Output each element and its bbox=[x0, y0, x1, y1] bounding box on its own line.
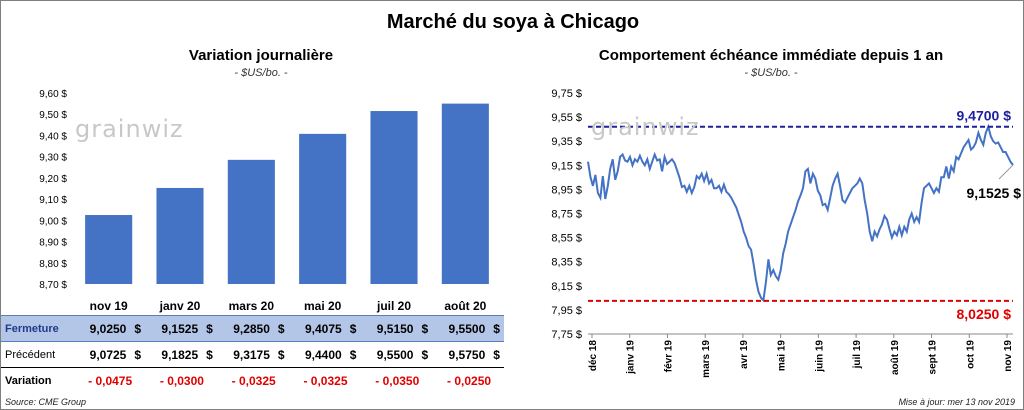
table-row-precedent: Précédent 9,0725 $ 9,1825 $ 9,3175 $ 9,4400… bbox=[1, 341, 504, 368]
bar bbox=[85, 215, 133, 284]
last-value-label: 9,1525 $ bbox=[967, 185, 1022, 201]
y-tick-label: 7,95 $ bbox=[551, 305, 582, 317]
x-tick-label: févr 19 bbox=[663, 340, 674, 373]
y-tick-label: 9,75 $ bbox=[551, 88, 582, 100]
y-tick-label: 9,40 $ bbox=[39, 131, 67, 142]
grainwiz-logo-left: grainwiz bbox=[75, 115, 184, 143]
x-tick-label: mars 20 bbox=[229, 299, 275, 313]
x-tick-label: août 20 bbox=[444, 299, 486, 313]
main-title: Marché du soya à Chicago bbox=[386, 11, 640, 33]
x-tick-label: avr 19 bbox=[739, 340, 750, 369]
y-tick-label: 9,35 $ bbox=[551, 136, 582, 148]
x-tick-label: oct 19 bbox=[965, 340, 976, 369]
x-tick-label: déc 18 bbox=[588, 340, 599, 372]
table-row-variation: Variation - 0,0475 - 0,0300 - 0,0325 - 0… bbox=[1, 367, 504, 394]
x-tick-label: mars 19 bbox=[701, 340, 712, 378]
high-label: 9,4700 $ bbox=[957, 108, 1012, 124]
right-line-chart: 7,75 $ 7,95 $ 8,15 $ 8,35 $ 8,55 $ 8,75 $ 8,95… bbox=[551, 88, 1022, 378]
last-value-leader bbox=[998, 164, 1014, 180]
y-tick-label: 8,70 $ bbox=[39, 280, 67, 291]
y-tick-label: 8,80 $ bbox=[39, 259, 67, 270]
y-tick-label: 9,50 $ bbox=[39, 110, 67, 121]
table-row-fermeture: Fermeture 9,0250 $ 9,1525 $ 9,2850 $ 9,4075… bbox=[1, 315, 504, 342]
y-tick-label: 8,15 $ bbox=[551, 281, 582, 293]
x-tick-label: août 19 bbox=[890, 340, 901, 375]
left-bar-chart: 8,70 $ 8,80 $ 8,90 $ 9,00 $ 9,10 $ 9,20 $ 9,30… bbox=[39, 89, 489, 313]
bar bbox=[370, 111, 418, 285]
low-label: 8,0250 $ bbox=[957, 306, 1012, 322]
grainwiz-logo-right: grainwiz bbox=[591, 113, 700, 141]
source-note: Source: CME Group bbox=[5, 397, 87, 407]
y-tick-label: 9,60 $ bbox=[39, 89, 67, 100]
y-tick-label: 8,35 $ bbox=[551, 257, 582, 269]
x-tick-label: mai 19 bbox=[777, 340, 788, 372]
x-tick-label: juil 19 bbox=[852, 340, 863, 370]
x-tick-label: janv 19 bbox=[626, 340, 637, 375]
x-tick-label: mai 20 bbox=[304, 299, 342, 313]
y-tick-label: 8,55 $ bbox=[551, 233, 582, 245]
left-chart-units: - $US/bo. - bbox=[234, 67, 288, 79]
y-tick-label: 9,15 $ bbox=[551, 160, 582, 172]
y-tick-label: 7,75 $ bbox=[551, 329, 582, 341]
x-tick-label: juin 19 bbox=[814, 340, 825, 373]
y-tick-label: 9,55 $ bbox=[551, 112, 582, 124]
bar bbox=[441, 103, 489, 284]
row-label: Fermeture bbox=[1, 315, 74, 342]
y-tick-label: 9,00 $ bbox=[39, 216, 67, 227]
row-label: Variation bbox=[5, 374, 52, 387]
update-note: Mise à jour: mer 13 nov 2019 bbox=[898, 397, 1015, 407]
y-tick-label: 8,90 $ bbox=[39, 238, 67, 249]
bar bbox=[156, 187, 204, 284]
y-tick-label: 8,95 $ bbox=[551, 184, 582, 196]
left-chart-title: Variation journalière bbox=[188, 47, 334, 64]
x-tick-label: janv 20 bbox=[159, 299, 201, 313]
y-tick-label: 9,10 $ bbox=[39, 195, 67, 206]
x-tick-label: sept 19 bbox=[928, 340, 939, 375]
x-tick-label: nov 19 bbox=[90, 299, 128, 313]
right-chart-units: - $US/bo. - bbox=[744, 67, 798, 79]
y-tick-label: 8,75 $ bbox=[551, 209, 582, 221]
x-tick-label: nov 19 bbox=[1003, 340, 1014, 372]
price-line bbox=[587, 123, 1014, 303]
right-chart-title: Comportement échéance immédiate depuis 1… bbox=[598, 47, 944, 64]
x-tick-label: juil 20 bbox=[376, 299, 411, 313]
row-label: Précédent bbox=[1, 341, 74, 368]
bar bbox=[227, 159, 275, 284]
y-tick-label: 9,30 $ bbox=[39, 153, 67, 164]
y-tick-label: 9,20 $ bbox=[39, 174, 67, 185]
price-table: Fermeture 9,0250 $ 9,1525 $ 9,2850 $ 9,4075… bbox=[1, 315, 504, 394]
bar bbox=[299, 133, 347, 284]
